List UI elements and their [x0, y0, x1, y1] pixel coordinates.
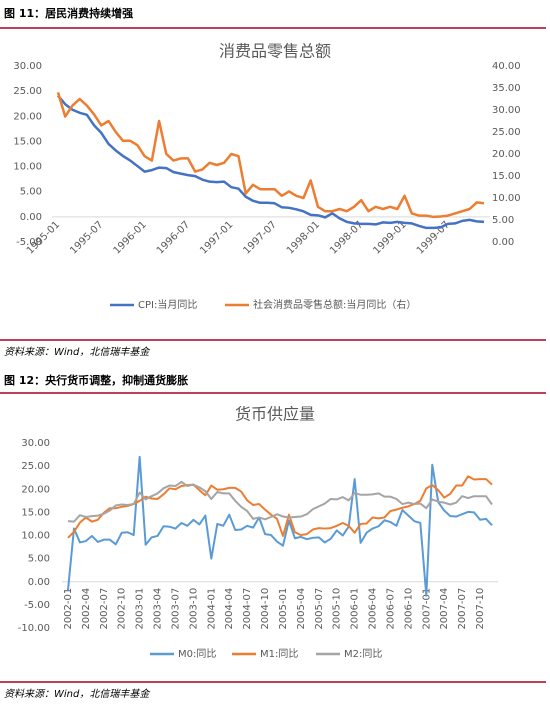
- x-tick-label: 2006-04: [368, 588, 379, 630]
- x-tick-label: 2003-10: [188, 588, 199, 630]
- x-tick-label: 1998-01: [285, 219, 322, 256]
- y-tick-label: 20.00: [13, 111, 42, 122]
- x-tick-label: 2002-04: [81, 588, 92, 630]
- y-tick-label: -5.00: [16, 237, 42, 248]
- legend-label: 社会消费品零售总额:当月同比（右）: [253, 298, 416, 311]
- x-tick-label: 1996-01: [112, 219, 149, 256]
- x-tick-label: 2003-04: [153, 588, 164, 630]
- y-tick-label: -10.00: [18, 623, 50, 634]
- source-note: 资料来源：Wind，北信瑞丰基金: [4, 688, 151, 700]
- y-tick-label: 15.00: [13, 136, 42, 147]
- y-tick-label: 0.00: [28, 577, 50, 588]
- legend-label: M1:同比: [260, 648, 298, 660]
- y-tick-label: 25.00: [21, 461, 50, 472]
- x-tick-label: 2002-07: [99, 588, 110, 630]
- legend-label: M2:同比: [344, 648, 382, 660]
- y-tick-label: 10.00: [21, 531, 50, 542]
- x-tick-label: 2007-01: [421, 588, 432, 630]
- chart-title: 消费品零售总额: [219, 42, 331, 61]
- y-tick-label: 25.00: [13, 86, 42, 97]
- x-tick-label: 2004-04: [224, 588, 235, 630]
- y2-tick-label: 0.00: [492, 237, 514, 248]
- y2-tick-label: 10.00: [492, 193, 521, 204]
- x-tick-label: 2007-07: [457, 588, 468, 630]
- series-line: [67, 475, 493, 539]
- figure-caption: 图 11：居民消费持续增强: [4, 6, 133, 20]
- x-tick-label: 2004-10: [260, 588, 271, 630]
- x-tick-label: 2005-01: [278, 588, 289, 630]
- chart-title: 货币供应量: [235, 405, 315, 424]
- x-tick-label: 2005-07: [314, 588, 325, 630]
- x-tick-label: 2004-01: [206, 588, 217, 630]
- x-tick-label: 2006-07: [385, 588, 396, 630]
- x-tick-label: 1996-07: [155, 219, 192, 256]
- x-tick-label: 2006-10: [403, 588, 414, 630]
- y2-tick-label: 5.00: [492, 215, 514, 226]
- x-tick-label: 2003-01: [135, 588, 146, 630]
- y2-tick-label: 25.00: [492, 127, 521, 138]
- y2-tick-label: 20.00: [492, 149, 521, 160]
- y-tick-label: 5.00: [28, 554, 50, 565]
- y-tick-label: 5.00: [20, 187, 42, 198]
- x-tick-label: 2007-10: [475, 588, 486, 630]
- y2-tick-label: 40.00: [492, 61, 521, 72]
- y-tick-label: 0.00: [20, 212, 42, 223]
- y2-tick-label: 30.00: [492, 105, 521, 116]
- x-tick-label: 2005-10: [332, 588, 343, 630]
- figure-caption: 图 12：央行货币调整，抑制通货膨胀: [4, 373, 188, 387]
- x-tick-label: 2002-10: [117, 588, 128, 630]
- series-line: [67, 455, 493, 597]
- y-tick-label: 30.00: [13, 61, 42, 72]
- y2-tick-label: 35.00: [492, 83, 521, 94]
- y-tick-label: 20.00: [21, 484, 50, 495]
- legend-label: CPI:当月同比: [138, 298, 197, 311]
- y2-tick-label: 15.00: [492, 171, 521, 182]
- x-tick-label: 2005-04: [296, 588, 307, 630]
- legend-label: M0:同比: [178, 648, 216, 660]
- series-line: [67, 480, 493, 523]
- x-tick-label: 1997-01: [198, 219, 235, 256]
- y-tick-label: 10.00: [13, 162, 42, 173]
- x-tick-label: 2002-01: [63, 588, 74, 630]
- x-tick-label: 2003-07: [170, 588, 181, 630]
- x-tick-label: 2004-07: [242, 588, 253, 630]
- x-tick-label: 1995-07: [68, 219, 105, 256]
- series-line: [57, 94, 485, 230]
- y-tick-label: 15.00: [21, 507, 50, 518]
- series-line: [56, 92, 485, 219]
- source-note: 资料来源：Wind，北信瑞丰基金: [4, 346, 151, 358]
- x-tick-label: 2006-01: [350, 588, 361, 630]
- y-tick-label: 30.00: [21, 438, 50, 449]
- x-tick-label: 2007-04: [439, 588, 450, 630]
- y-tick-label: -5.00: [24, 600, 50, 611]
- x-tick-label: 1997-07: [242, 219, 279, 256]
